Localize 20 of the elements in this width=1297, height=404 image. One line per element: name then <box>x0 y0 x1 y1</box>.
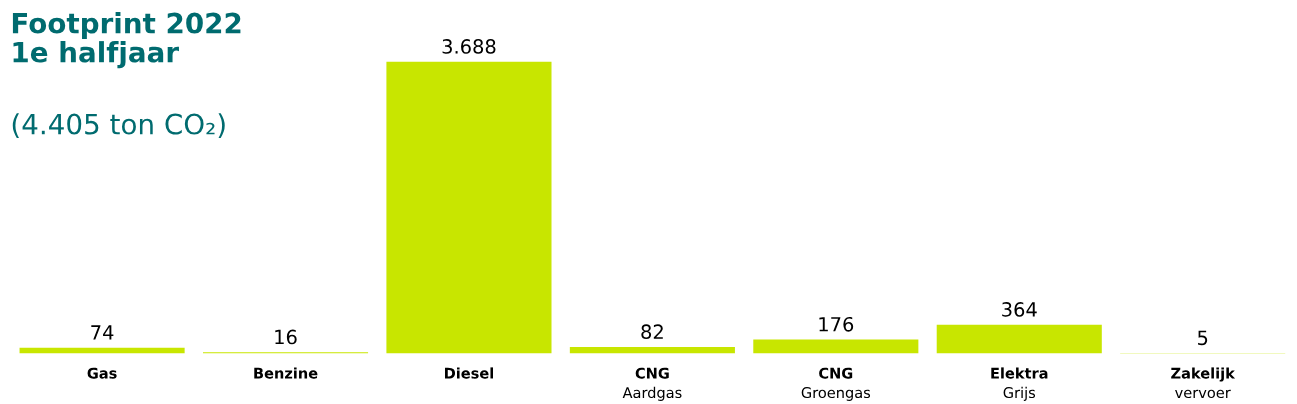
x-tick-label: CNG Aardgas <box>622 367 682 401</box>
x-tick-label: Zakelijk vervoer <box>1171 367 1236 399</box>
bar <box>936 324 1102 354</box>
bar <box>386 61 552 354</box>
x-tick-label: Benzine <box>254 367 318 379</box>
bar <box>753 339 919 354</box>
x-tick-label: CNG Groengas <box>801 367 871 401</box>
data-label: 3.688 <box>442 39 496 54</box>
data-label: 16 <box>275 329 297 345</box>
data-label: 5 <box>1198 330 1208 346</box>
bar <box>569 347 735 354</box>
x-tick-label: Diesel <box>445 367 494 379</box>
text: (4.405 ton CO₂) <box>12 113 225 138</box>
x-tick-label: Elektra Grijs <box>991 367 1048 401</box>
x-tick-label: Gas <box>87 367 117 379</box>
data-label: 176 <box>819 316 854 332</box>
chart-title: Footprint 2022 1e halfjaar <box>12 12 241 69</box>
data-label: 74 <box>91 325 114 340</box>
data-label: 364 <box>1002 302 1037 317</box>
data-label: 82 <box>641 324 663 340</box>
